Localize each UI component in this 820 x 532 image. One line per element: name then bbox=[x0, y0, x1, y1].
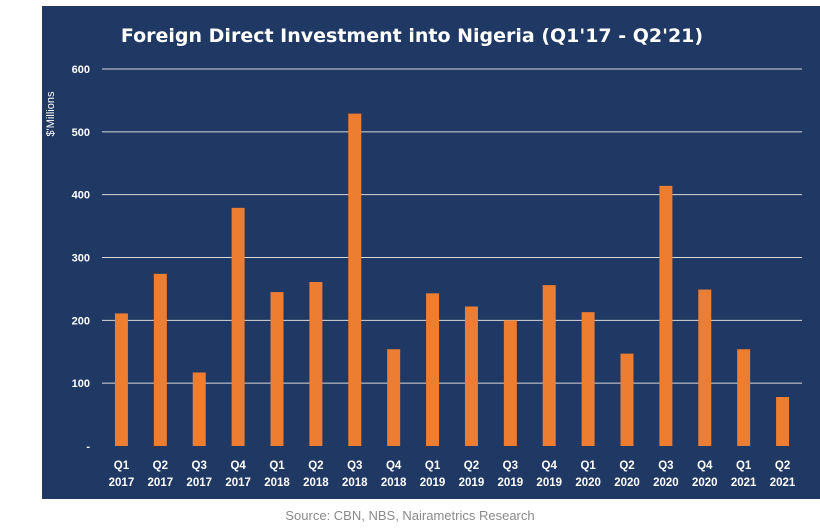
y-tick-label: 300 bbox=[72, 253, 90, 265]
y-tick-label: - bbox=[86, 441, 90, 453]
x-tick-quarter: Q4 bbox=[697, 460, 713, 472]
bar bbox=[581, 312, 595, 446]
x-tick-quarter: Q2 bbox=[308, 460, 323, 472]
bar bbox=[426, 293, 440, 446]
x-tick-quarter: Q3 bbox=[192, 460, 207, 472]
x-tick-year: 2020 bbox=[692, 477, 718, 489]
x-tick-year: 2021 bbox=[770, 477, 796, 489]
x-tick-year: 2019 bbox=[459, 477, 485, 489]
bar bbox=[192, 372, 206, 446]
x-tick-quarter: Q2 bbox=[153, 460, 168, 472]
bar bbox=[503, 320, 517, 446]
gridlines bbox=[102, 68, 802, 384]
y-axis-label: $'Millions bbox=[45, 91, 57, 136]
y-tick-label: 600 bbox=[72, 64, 90, 76]
x-tick-quarter: Q1 bbox=[425, 460, 441, 472]
x-tick-quarter: Q2 bbox=[464, 460, 479, 472]
bar bbox=[231, 207, 245, 446]
x-tick-year: 2019 bbox=[536, 477, 562, 489]
y-tick-label: 400 bbox=[72, 190, 90, 202]
x-tick-year: 2018 bbox=[381, 477, 407, 489]
x-tick-year: 2019 bbox=[498, 477, 524, 489]
x-tick-year: 2020 bbox=[575, 477, 601, 489]
x-tick-quarter: Q2 bbox=[619, 460, 634, 472]
x-tick-year: 2021 bbox=[731, 477, 757, 489]
bar bbox=[659, 185, 673, 446]
chart-panel: Foreign Direct Investment into Nigeria (… bbox=[42, 6, 820, 499]
bar bbox=[776, 396, 790, 446]
y-tick-label: 200 bbox=[72, 315, 90, 327]
x-axis-ticks: Q1 2017 Q2 2017 Q3 2017 Q4 2017 Q1 2018 Q2 2018 Q3 20… bbox=[109, 460, 796, 489]
x-tick-year: 2019 bbox=[420, 477, 446, 489]
x-tick-year: 2017 bbox=[225, 477, 251, 489]
chart-title: Foreign Direct Investment into Nigeria (… bbox=[121, 25, 703, 47]
bar bbox=[620, 353, 634, 446]
bar bbox=[542, 285, 556, 446]
bar bbox=[737, 349, 751, 446]
x-tick-quarter: Q1 bbox=[114, 460, 130, 472]
x-tick-year: 2018 bbox=[264, 477, 290, 489]
x-tick-year: 2020 bbox=[653, 477, 679, 489]
bars bbox=[114, 113, 790, 446]
x-tick-quarter: Q4 bbox=[230, 460, 246, 472]
x-tick-year: 2017 bbox=[109, 477, 135, 489]
bar bbox=[270, 292, 284, 446]
x-tick-quarter: Q1 bbox=[736, 460, 752, 472]
x-tick-year: 2018 bbox=[303, 477, 329, 489]
x-tick-year: 2020 bbox=[614, 477, 640, 489]
bar-chart: Foreign Direct Investment into Nigeria (… bbox=[45, 25, 802, 489]
y-tick-label: 100 bbox=[72, 378, 90, 390]
bar bbox=[387, 349, 401, 446]
x-tick-quarter: Q1 bbox=[269, 460, 285, 472]
y-axis-ticks: - 100 200 300 400 500 600 bbox=[72, 64, 91, 453]
x-tick-quarter: Q3 bbox=[503, 460, 518, 472]
x-tick-quarter: Q3 bbox=[658, 460, 673, 472]
x-tick-quarter: Q4 bbox=[542, 460, 558, 472]
x-tick-quarter: Q1 bbox=[580, 460, 596, 472]
x-tick-quarter: Q2 bbox=[775, 460, 790, 472]
x-tick-year: 2017 bbox=[148, 477, 174, 489]
y-tick-label: 500 bbox=[72, 127, 90, 139]
bar bbox=[153, 273, 167, 446]
source-caption: Source: CBN, NBS, Nairametrics Research bbox=[285, 508, 535, 523]
bar bbox=[348, 113, 362, 446]
x-tick-quarter: Q3 bbox=[347, 460, 362, 472]
x-tick-year: 2018 bbox=[342, 477, 368, 489]
bar bbox=[464, 306, 478, 446]
bar bbox=[309, 282, 323, 446]
x-tick-quarter: Q4 bbox=[386, 460, 402, 472]
x-tick-year: 2017 bbox=[186, 477, 212, 489]
bar bbox=[114, 313, 128, 446]
bar bbox=[698, 289, 712, 446]
